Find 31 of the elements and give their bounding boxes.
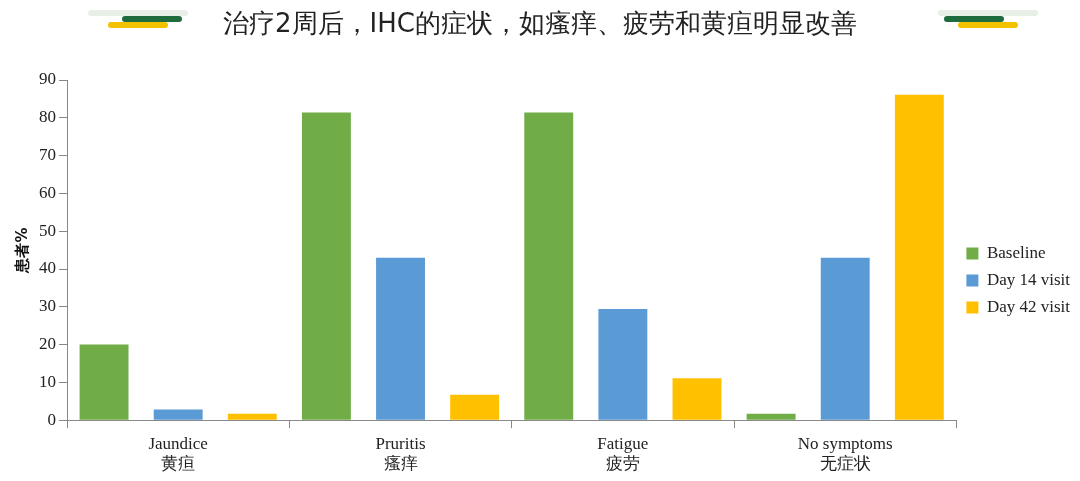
bar <box>79 344 129 420</box>
bar <box>894 94 944 420</box>
y-tick-label: 80 <box>39 107 56 127</box>
y-tick-label: 40 <box>39 258 56 278</box>
bar <box>672 378 722 420</box>
y-tick-label: 50 <box>39 220 56 240</box>
y-tick-label: 20 <box>39 334 56 354</box>
bar <box>376 257 425 420</box>
y-tick-label: 10 <box>39 371 56 391</box>
legend-label: Day 42 visit <box>986 296 1071 316</box>
x-tick-label: Jaundice 黄疸 <box>148 433 208 474</box>
bar <box>820 257 870 420</box>
legend-label: Day 14 visit <box>986 269 1071 289</box>
bar <box>227 413 277 420</box>
x-tick-label: Pruritis 瘙痒 <box>375 433 426 474</box>
bar <box>598 309 648 420</box>
x-tick-label: Fatigue 疲劳 <box>597 433 649 474</box>
y-tick-label: 30 <box>39 296 56 316</box>
x-tick-label: No symptoms 无症状 <box>797 433 893 474</box>
chart-title: 治疗2周后，IHC的症状，如瘙痒、疲劳和黄疸明显改善 <box>222 7 858 40</box>
y-tick-label: 60 <box>39 182 56 202</box>
y-tick-label: 90 <box>39 69 56 89</box>
bar <box>301 112 351 420</box>
y-tick-label: 70 <box>39 145 56 165</box>
y-tick-label: 0 <box>47 409 56 429</box>
legend-label: Baseline <box>986 242 1046 262</box>
bar <box>450 394 500 420</box>
bar <box>746 413 796 420</box>
bar <box>524 112 574 420</box>
bar <box>153 409 203 420</box>
y-axis-title: 患者% <box>12 227 31 274</box>
